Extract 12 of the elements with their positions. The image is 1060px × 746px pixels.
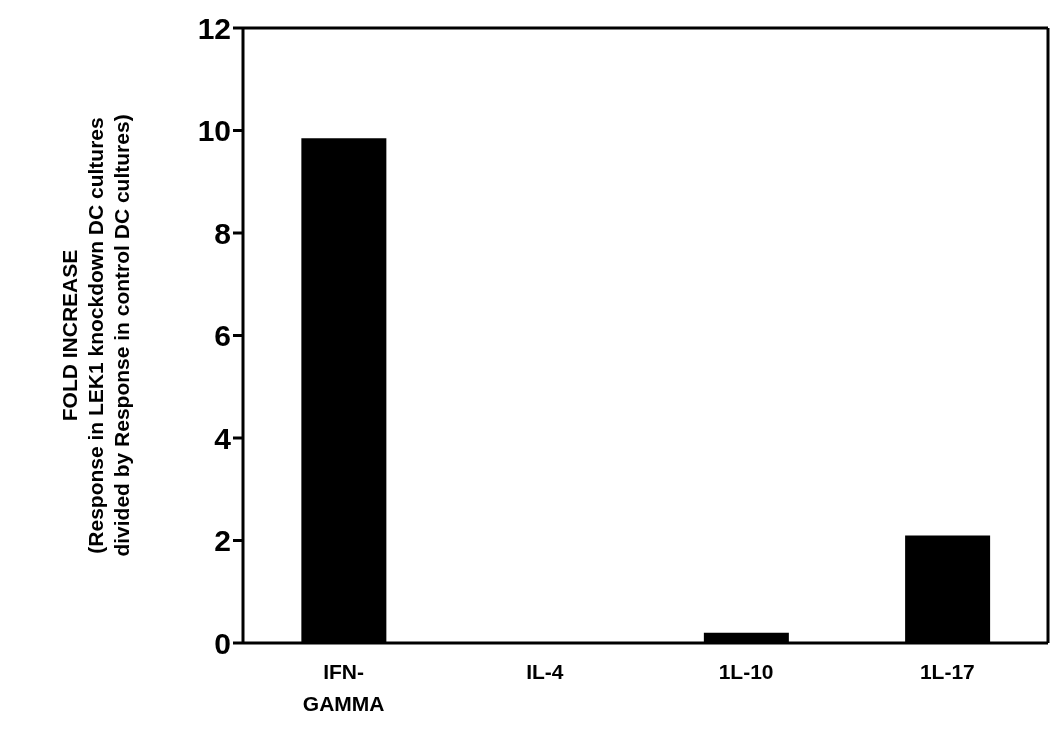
y-tick-label: 12	[197, 11, 231, 45]
y-tick-label: 2	[214, 524, 231, 558]
y-tick-label: 8	[214, 216, 231, 250]
x-tick-label: IL-4	[526, 660, 564, 683]
x-tick-label: 1L-10	[718, 660, 774, 683]
y-tick-label: 6	[214, 319, 231, 353]
y-tick-label: 4	[214, 421, 232, 455]
x-tick-label: 1L-17	[919, 660, 975, 683]
y-tick-label: 10	[197, 114, 231, 148]
y-axis-title: FOLD INCREASE (Response in LEK1 knockdown DC cultures divided by Response in control DC cultures)	[58, 114, 133, 557]
y-tick-label: 0	[214, 626, 231, 660]
x-tick-label: IFN- GAMMA	[302, 660, 385, 715]
